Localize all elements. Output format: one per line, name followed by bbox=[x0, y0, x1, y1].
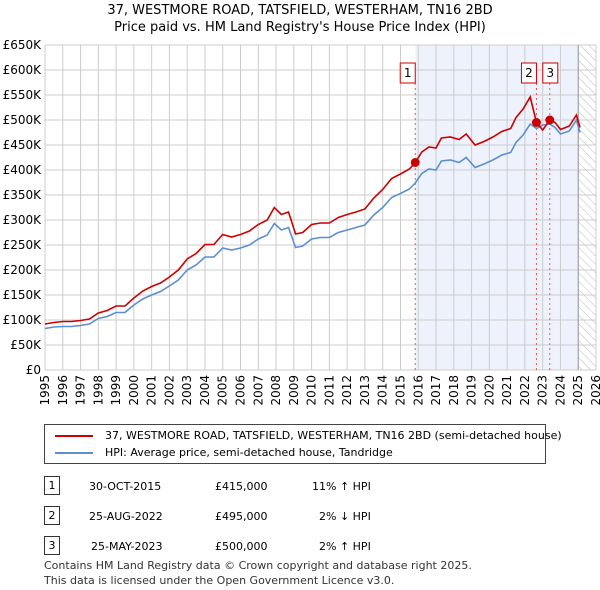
x-tick-label: 1995 bbox=[38, 375, 52, 406]
sale-point bbox=[531, 118, 541, 127]
x-tick-label: 2024 bbox=[553, 375, 567, 406]
sale-point bbox=[545, 115, 555, 125]
future-hatch bbox=[578, 45, 596, 370]
x-tick-label: 2019 bbox=[465, 375, 479, 406]
x-tick-label: 2015 bbox=[393, 375, 407, 406]
transaction-price: £415,000 bbox=[215, 480, 268, 493]
transaction-date: 30-OCT-2015 bbox=[89, 480, 162, 493]
x-tick-label: 2002 bbox=[162, 375, 176, 406]
ownership-shade bbox=[415, 45, 579, 370]
legend-swatch-hpi bbox=[55, 451, 93, 454]
transaction-number: 3 bbox=[44, 536, 60, 555]
sale-label: 3 bbox=[546, 66, 554, 80]
footer-license: This data is licensed under the Open Gov… bbox=[44, 574, 395, 587]
x-tick-label: 1996 bbox=[56, 375, 70, 406]
transaction-hpi: 2% ↓ HPI bbox=[319, 510, 371, 523]
x-tick-label: 2026 bbox=[589, 375, 600, 406]
y-tick-label: £600K bbox=[3, 63, 43, 77]
y-tick-label: £650K bbox=[3, 38, 43, 52]
x-tick-label: 2004 bbox=[198, 375, 212, 406]
x-tick-label: 1999 bbox=[109, 375, 123, 406]
x-tick-label: 2014 bbox=[376, 375, 390, 406]
x-tick-label: 2008 bbox=[269, 375, 283, 406]
y-tick-label: £500K bbox=[3, 113, 43, 127]
transaction-date: 25-MAY-2023 bbox=[91, 540, 163, 553]
transaction-price: £495,000 bbox=[215, 510, 268, 523]
price-chart: 1995 1996 1997 1998 1999 2000 2001 2002 2003 2004… bbox=[3, 38, 600, 406]
chart-title: 37, WESTMORE ROAD, TATSFIELD, WESTERHAM,… bbox=[107, 3, 493, 18]
hpi-line bbox=[44, 118, 581, 330]
legend-item-hpi: HPI: Average price, semi-detached house,… bbox=[55, 446, 393, 459]
y-tick-label: £300K bbox=[3, 213, 43, 227]
transaction-number: 2 bbox=[44, 506, 60, 525]
y-tick-label: £100K bbox=[3, 313, 43, 327]
y-tick-label: £450K bbox=[3, 138, 43, 152]
x-tick-label: 2007 bbox=[251, 375, 265, 406]
x-tick-label: 2017 bbox=[429, 375, 443, 406]
x-tick-label: 2003 bbox=[180, 375, 194, 406]
footer-copyright: Contains HM Land Registry data © Crown c… bbox=[44, 559, 472, 572]
x-tick-label: 2009 bbox=[287, 375, 301, 406]
legend-label-hpi: HPI: Average price, semi-detached house,… bbox=[105, 446, 393, 459]
x-tick-label: 2010 bbox=[305, 375, 319, 406]
y-tick-label: £400K bbox=[3, 163, 43, 177]
x-tick-label: 2013 bbox=[358, 375, 372, 406]
y-tick-label: £50K bbox=[10, 338, 42, 352]
x-tick-label: 1997 bbox=[74, 375, 88, 406]
x-tick-label: 2020 bbox=[482, 375, 496, 406]
legend-item-property: 37, WESTMORE ROAD, TATSFIELD, WESTERHAM,… bbox=[55, 429, 562, 442]
sale-label-box bbox=[520, 62, 537, 84]
chart-subtitle: Price paid vs. HM Land Registry's House … bbox=[114, 20, 486, 35]
sale-label-box bbox=[542, 62, 559, 84]
property-line bbox=[44, 94, 581, 325]
y-tick-label: £550K bbox=[3, 88, 43, 102]
legend-swatch-property bbox=[55, 434, 93, 437]
y-tick-label: £350K bbox=[3, 188, 43, 202]
x-tick-label: 2022 bbox=[518, 375, 532, 406]
x-tick-label: 2021 bbox=[500, 375, 514, 406]
y-tick-label: £250K bbox=[3, 238, 43, 252]
x-tick-label: 2011 bbox=[322, 375, 336, 406]
y-tick-label: £200K bbox=[3, 263, 43, 277]
x-tick-label: 2000 bbox=[127, 375, 141, 406]
sale-point bbox=[410, 158, 420, 167]
transaction-price: £500,000 bbox=[215, 540, 268, 553]
y-tick-label: £0 bbox=[26, 363, 41, 377]
x-tick-label: 2023 bbox=[536, 375, 550, 406]
y-tick-label: £150K bbox=[3, 288, 43, 302]
transaction-hpi: 2% ↑ HPI bbox=[319, 540, 371, 553]
x-tick-label: 2001 bbox=[145, 375, 159, 406]
legend-label-property: 37, WESTMORE ROAD, TATSFIELD, WESTERHAM,… bbox=[105, 429, 562, 442]
x-tick-label: 1998 bbox=[91, 375, 105, 406]
x-tick-label: 2018 bbox=[447, 375, 461, 406]
sale-label: 2 bbox=[525, 66, 533, 80]
transaction-hpi: 11% ↑ HPI bbox=[312, 480, 371, 493]
transaction-date: 25-AUG-2022 bbox=[89, 510, 163, 523]
x-tick-label: 2006 bbox=[234, 375, 248, 406]
x-tick-label: 2012 bbox=[340, 375, 354, 406]
x-tick-label: 2005 bbox=[216, 375, 230, 406]
x-tick-label: 2025 bbox=[571, 375, 585, 406]
legend: 37, WESTMORE ROAD, TATSFIELD, WESTERHAM,… bbox=[44, 424, 562, 464]
transaction-number: 1 bbox=[44, 476, 60, 495]
x-tick-label: 2016 bbox=[411, 375, 425, 406]
sale-label: 1 bbox=[404, 66, 412, 80]
sale-label-box bbox=[399, 62, 416, 84]
